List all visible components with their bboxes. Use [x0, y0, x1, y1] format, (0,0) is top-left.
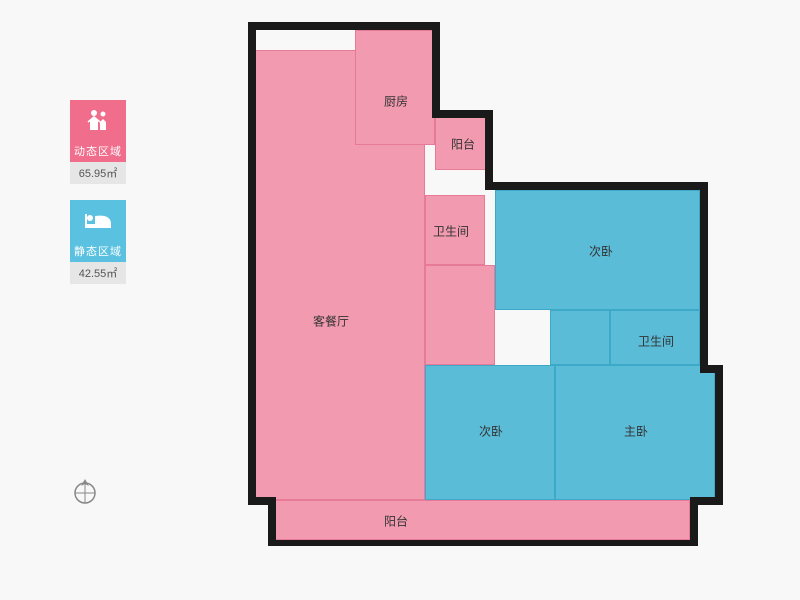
wall-segment [248, 22, 256, 505]
room-label-bed2a: 次卧 [589, 243, 613, 260]
wall-segment [268, 540, 698, 546]
room-label-balcony_n: 阳台 [451, 136, 475, 153]
room-hall_mid [425, 265, 495, 365]
room-balcony_s: 阳台 [275, 500, 690, 540]
room-wc1: 卫生间 [425, 195, 485, 265]
wall-segment [700, 182, 708, 372]
wall-segment [248, 22, 358, 30]
room-wc2: 卫生间 [610, 310, 700, 365]
room-balcony_n: 阳台 [435, 115, 490, 170]
room-label-living: 客餐厅 [313, 313, 349, 330]
legend-static: 静态区域 42.55㎡ [70, 200, 126, 284]
wall-segment [432, 22, 440, 117]
wall-segment [432, 110, 492, 118]
room-bed2a: 次卧 [495, 190, 700, 310]
wall-segment [690, 497, 698, 545]
room-label-wc1: 卫生间 [433, 223, 469, 240]
room-bed2b: 次卧 [425, 365, 555, 500]
wall-segment [350, 22, 440, 30]
wall-segment [715, 365, 723, 505]
wall-segment [485, 110, 493, 190]
room-label-balcony_s: 阳台 [384, 513, 408, 530]
legend-dynamic: 动态区域 65.95㎡ [70, 100, 126, 184]
room-kitchen: 厨房 [355, 30, 435, 145]
compass-icon [70, 476, 100, 506]
room-label-bed2b: 次卧 [479, 423, 503, 440]
legend-dynamic-value: 65.95㎡ [70, 162, 126, 184]
people-icon [70, 100, 126, 140]
legend-static-title: 静态区域 [70, 240, 126, 262]
legend-dynamic-title: 动态区域 [70, 140, 126, 162]
room-label-wc2: 卫生间 [638, 333, 674, 350]
room-wc2_ante [550, 310, 610, 365]
floorplan-canvas: 客餐厅厨房阳台卫生间阳台次卧卫生间次卧主卧 动态区域 65.95㎡ 静态区域 [0, 0, 800, 600]
wall-segment [485, 182, 705, 190]
room-label-kitchen: 厨房 [384, 93, 408, 110]
bed-icon [70, 200, 126, 240]
room-label-master: 主卧 [624, 423, 648, 440]
legend-static-value: 42.55㎡ [70, 262, 126, 284]
room-master: 主卧 [555, 365, 715, 500]
